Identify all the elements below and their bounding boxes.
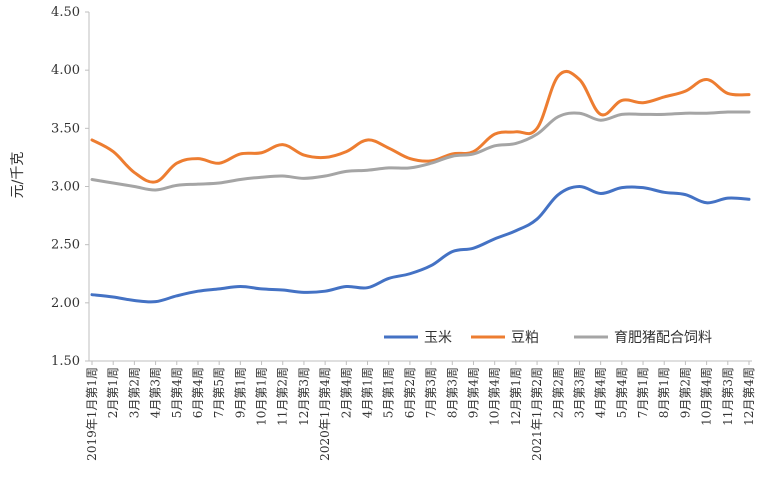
x-tick-label: 7月第1周 [636, 367, 650, 418]
x-tick-label: 5月第4周 [615, 367, 629, 418]
y-tick-labels: 4.50 4.00 3.50 3.00 2.50 2.00 1.50 [51, 5, 89, 369]
series-line-2 [90, 69, 751, 184]
x-tick-label: 4月第1周 [361, 367, 375, 418]
x-tick-label: 11月第3周 [721, 367, 735, 426]
x-tick-label: 11月第2周 [276, 367, 290, 426]
series-lines [90, 69, 751, 304]
y-tick-label: 3.50 [51, 121, 80, 136]
x-tick-label: 2月第2周 [551, 367, 565, 418]
series-line-3 [90, 110, 751, 192]
y-tick-label: 2.50 [51, 238, 80, 253]
legend: 玉米 豆粕 育肥猪配合饲料 [384, 330, 712, 346]
x-tick-label: 10月第4周 [488, 367, 502, 426]
y-tick-label: 2.00 [51, 296, 80, 311]
x-tick-label: 8月第1周 [657, 367, 671, 418]
x-tick-label: 2019年1月第1周 [85, 367, 99, 461]
x-tick-labels: 2019年1月第1周 2月第1周 3月第2周 4月第3周 5月第4周 6月第4周 7月第5周… [85, 361, 756, 461]
legend-label-3: 育肥猪配合饲料 [614, 330, 712, 346]
x-tick-label: 3月第2周 [127, 367, 141, 418]
x-tick-label: 2月第1周 [106, 367, 120, 418]
x-tick-label: 3月第3周 [572, 367, 586, 418]
x-tick-label: 4月第4周 [594, 367, 608, 418]
x-tick-label: 2020年1月第4周 [318, 367, 332, 461]
x-tick-label: 7月第3周 [424, 367, 438, 418]
legend-label-1: 玉米 [424, 330, 452, 346]
x-tick-label: 9月第1周 [233, 367, 247, 418]
x-tick-label: 7月第5周 [212, 367, 226, 418]
legend-label-2: 豆粕 [511, 330, 539, 346]
x-tick-label: 10月第1周 [255, 367, 269, 426]
x-tick-label: 6月第2周 [403, 367, 417, 418]
y-tick-label: 4.00 [51, 63, 80, 78]
y-tick-label: 1.50 [51, 354, 80, 369]
series-line-1 [90, 184, 751, 304]
x-tick-label: 2021年1月第2周 [530, 367, 544, 461]
x-tick-label: 10月第4周 [700, 367, 714, 426]
x-tick-label: 9月第2周 [678, 367, 692, 418]
x-tick-label: 5月第1周 [382, 367, 396, 418]
x-tick-label: 12月第3周 [297, 367, 311, 426]
y-tick-label: 3.00 [51, 180, 80, 195]
x-tick-label: 6月第4周 [191, 367, 205, 418]
x-tick-label: 12月第4周 [742, 367, 756, 426]
x-tick-label: 9月第4周 [466, 367, 480, 418]
x-tick-label: 5月第4周 [170, 367, 184, 418]
x-tick-label: 4月第3周 [149, 367, 163, 418]
x-tick-label: 12月第1周 [509, 367, 523, 426]
y-axis-title: 元/千克 [10, 152, 26, 199]
x-tick-label: 8月第3周 [445, 367, 459, 418]
x-tick-label: 2月第4周 [339, 367, 353, 418]
y-tick-label: 4.50 [51, 5, 80, 20]
